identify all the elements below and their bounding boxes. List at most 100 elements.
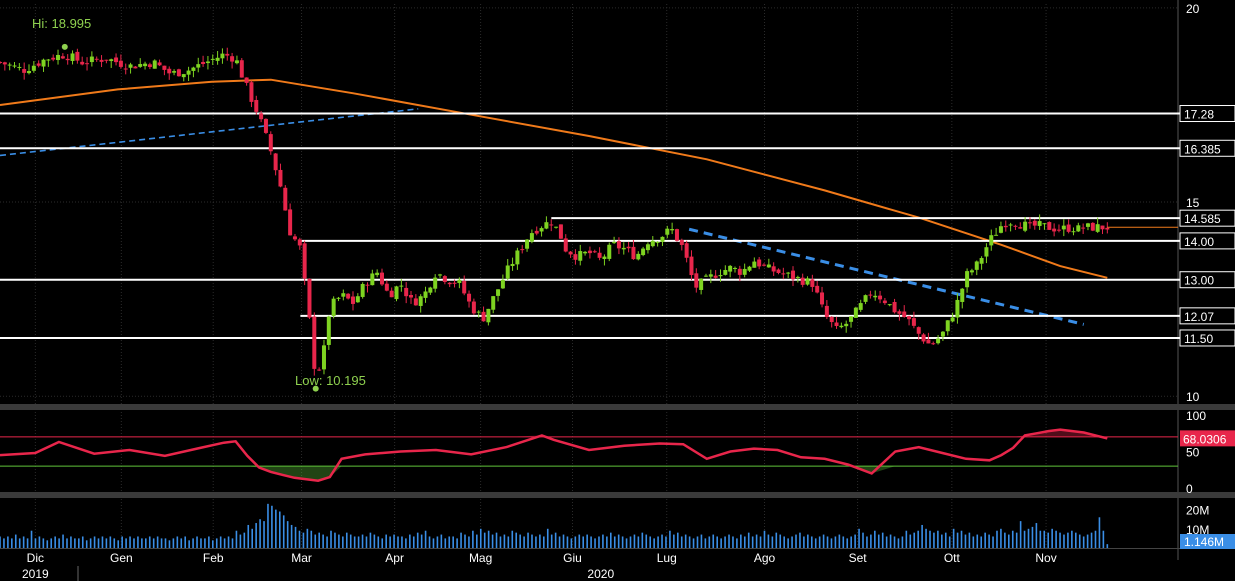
candle-down [312,316,317,369]
rsi-path [0,428,1108,482]
candle-up [433,277,438,289]
volume-bar [976,534,979,548]
volume-bar [200,538,202,548]
volume-bar [531,534,533,548]
level-tag-box [1179,105,1235,123]
volume-bar [897,538,900,548]
volume-bar [385,534,387,548]
candle-down [467,293,472,302]
volume-bar [121,536,123,548]
year-label: 2020 [587,567,614,581]
volume-bar [11,538,13,548]
candle-down [75,51,80,61]
candle-down [520,249,525,251]
volume-bar [645,534,648,548]
svg-text:11.50: 11.50 [1184,332,1213,346]
candle-down [897,311,902,314]
volume-bar [830,538,833,548]
volume-bar [318,532,320,548]
volume-bar [968,532,971,548]
candle-down [824,305,829,318]
volume-bar [180,538,183,548]
volume-bar [196,536,198,548]
price-tick-label: 15 [1186,196,1200,210]
volume-bar [109,536,112,548]
volume-bar [338,534,340,548]
volume-bar [661,534,663,548]
volume-bar [842,536,845,548]
volume-bar [74,538,76,548]
volume-tag-box [1180,534,1235,549]
volume-bar [424,530,427,548]
volume-bar [621,536,624,548]
candle-down [689,256,694,276]
volume-bar [826,536,829,548]
candle-up [321,345,326,370]
volume-bar [665,536,667,548]
candle-down [820,292,825,305]
volume-bar [755,534,758,548]
candle-up [70,53,75,61]
volume-bar [613,536,616,548]
candle-up [341,293,346,297]
volume-bar [294,526,297,548]
volume-bar [239,534,242,548]
volume-bar [637,536,640,548]
candle-down [626,246,631,249]
volume-bar [282,515,285,548]
candle-up [723,270,728,275]
rsi-tick-label: 100 [1186,409,1206,423]
candle-down [162,65,167,70]
volume-bar [125,538,127,548]
candle-up [7,64,12,66]
candle-down [384,283,389,291]
volume-bar [204,538,206,548]
volume-bar [129,536,131,548]
candle-up [418,296,423,306]
volume-bar [401,536,403,548]
volume-bar [925,528,927,548]
level-tag-box [1179,271,1235,289]
volume-tick-label: 20M [1186,504,1209,518]
volume-bar [1019,521,1022,548]
volume-bar [937,530,939,548]
candle-up [699,278,704,290]
volume-bar [944,532,947,548]
volume-bar [70,536,72,548]
volume-bar [511,530,514,548]
volume-bar [732,536,734,548]
candle-down [481,311,486,322]
volume-bar [353,536,356,548]
volume-bar [598,536,600,548]
candle-up [476,311,481,313]
candle-up [143,63,148,67]
candle-down [65,58,70,61]
volume-bar [58,538,60,548]
trendlines [0,108,1085,326]
volume-bar [1031,526,1034,548]
candle-down [283,187,288,211]
volume-bar [188,540,190,548]
volume-bar [874,530,876,548]
level-value-tags: 17.28 16.385 14.585 14.00 13.00 12.07 11… [1179,105,1235,347]
volume-bar [708,536,711,548]
candle-down [810,279,815,287]
month-label: Ott [944,551,961,565]
volume-bar [310,530,313,548]
volume-bar [472,530,474,548]
month-label: Set [849,551,868,565]
volume-bar [948,536,951,548]
month-label: Giu [563,551,582,565]
candle-up [394,286,399,300]
volume-bar [743,536,746,548]
level-tag-12-07: 12.07 [1179,307,1235,325]
volume-bar [54,536,56,548]
volume-bar [464,534,466,548]
candle-up [989,235,994,246]
candle-up [839,325,844,328]
time-x-axis: Dic Gen Feb Mar Apr Mag Giu Lug Ago Set … [22,551,1057,581]
volume-bar [582,536,585,548]
volume-bar [0,536,1,548]
candle-up [399,285,404,287]
